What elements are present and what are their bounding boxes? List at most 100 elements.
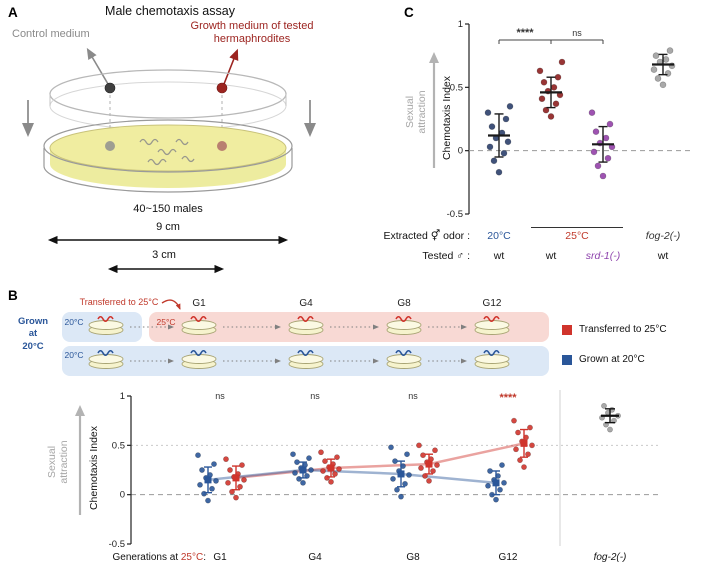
data-point	[201, 490, 207, 497]
x-axis-prefix: Generations at 25°C:	[113, 552, 207, 563]
data-point	[552, 100, 560, 108]
data-point	[416, 442, 422, 449]
data-point	[328, 478, 334, 485]
worm-icon	[97, 315, 114, 323]
mean-marker	[397, 470, 405, 478]
data-point	[324, 474, 330, 481]
data-point	[666, 47, 674, 54]
data-point	[488, 123, 496, 130]
extracted-odor-row-label: Extracted ⚥ odor :	[383, 230, 470, 242]
mean-marker	[204, 476, 212, 484]
panel-c-chart: 1 0.5 0 -0.5 **** ns	[447, 19, 693, 220]
legend-swatch-red	[562, 324, 572, 335]
panel-b-label: B	[8, 288, 18, 303]
data-point	[223, 456, 229, 463]
data-point	[426, 477, 432, 484]
gen-header-g4: G4	[299, 298, 313, 309]
data-point	[502, 115, 510, 123]
significance-label: ****	[516, 27, 534, 39]
data-point	[306, 455, 312, 462]
dish-lid-top	[49, 69, 287, 119]
data-point	[294, 459, 300, 466]
x-category-label: G8	[406, 552, 420, 563]
data-point	[227, 467, 233, 473]
data-point	[484, 109, 492, 116]
y-tick-label: 1	[120, 391, 125, 402]
sexual-attraction-arrow-b	[75, 405, 85, 515]
data-point	[527, 424, 533, 431]
odor-25c-overline	[531, 227, 623, 228]
x-category-label: G4	[308, 552, 322, 563]
data-point	[601, 402, 607, 409]
significance-label: ns	[310, 391, 320, 401]
y-tick-label: -0.5	[109, 539, 125, 550]
y-tick-label: 0	[458, 146, 463, 157]
worm-icon	[297, 315, 314, 323]
mean-marker	[425, 460, 433, 468]
data-point	[334, 454, 340, 461]
data-point	[554, 73, 562, 81]
data-point	[336, 466, 342, 472]
data-point	[320, 468, 326, 474]
data-point	[318, 449, 324, 456]
dim-9cm-label: 9 cm	[156, 221, 180, 233]
data-point	[604, 154, 612, 162]
odor-fog2-value: fog-2(-)	[645, 230, 681, 242]
data-point	[434, 462, 440, 468]
y-axis-title-b: Chemotaxis Index	[87, 425, 100, 511]
data-point	[550, 84, 558, 91]
significance-label: ns	[572, 28, 582, 38]
data-point	[513, 446, 519, 453]
significance-label: ****	[499, 392, 517, 404]
legend-label-transferred: Transferred to 25°C	[579, 324, 667, 335]
data-point	[490, 157, 498, 165]
data-point	[308, 467, 314, 473]
data-point	[225, 479, 231, 486]
data-point	[418, 465, 424, 471]
generation-schematic: Transferred to 25°C G1 G4 G8 G12 20°C 25…	[62, 297, 549, 376]
panel-a-title: Male chemotaxis assay	[105, 4, 235, 18]
y-tick-label: 0.5	[112, 440, 125, 451]
x-category-label: G1	[213, 552, 227, 563]
data-point	[654, 75, 662, 82]
legend-transferred: Transferred to 25°C	[562, 324, 667, 335]
data-point	[241, 476, 247, 483]
growth-arrow	[223, 48, 239, 85]
data-point	[292, 470, 298, 476]
panel-c-label: C	[404, 5, 414, 20]
data-point	[390, 475, 396, 482]
dim-3cm-label: 3 cm	[152, 249, 176, 261]
legend-label-grown: Grown at 20°C	[579, 354, 645, 365]
data-point	[211, 461, 217, 467]
sexual-attraction-label-b: Sexual attraction	[45, 440, 70, 484]
data-point	[432, 447, 438, 454]
panel-b-chart: 1 0.5 0 -0.5 ns ns ns **** G1 G4 G8 G12 fog-2(-) Gene…	[109, 390, 661, 563]
data-point	[511, 417, 517, 424]
data-point	[662, 56, 670, 63]
data-point	[209, 485, 215, 492]
data-point	[606, 120, 614, 128]
data-point	[650, 66, 658, 73]
data-point	[197, 481, 203, 488]
data-point	[402, 480, 408, 487]
data-point	[199, 467, 205, 473]
data-point	[506, 103, 514, 110]
data-point	[332, 471, 338, 477]
data-point	[486, 143, 494, 151]
gen-header-g8: G8	[397, 298, 411, 309]
mean-marker	[299, 466, 307, 474]
odor-20c-value: 20°C	[487, 230, 511, 242]
y-tick-label: -0.5	[447, 209, 463, 220]
tested-wt-1: wt	[493, 250, 505, 262]
data-point	[205, 497, 211, 504]
data-point	[300, 479, 306, 486]
data-point	[213, 477, 219, 484]
worm-icon	[483, 315, 500, 323]
data-point	[542, 106, 550, 114]
worm-icon	[395, 349, 412, 357]
y-tick-label: 0	[120, 490, 125, 501]
tested-male-row-label: Tested ♂ :	[422, 250, 470, 262]
data-point	[420, 452, 426, 459]
agar-side	[50, 148, 286, 188]
worm-icon	[190, 315, 207, 323]
